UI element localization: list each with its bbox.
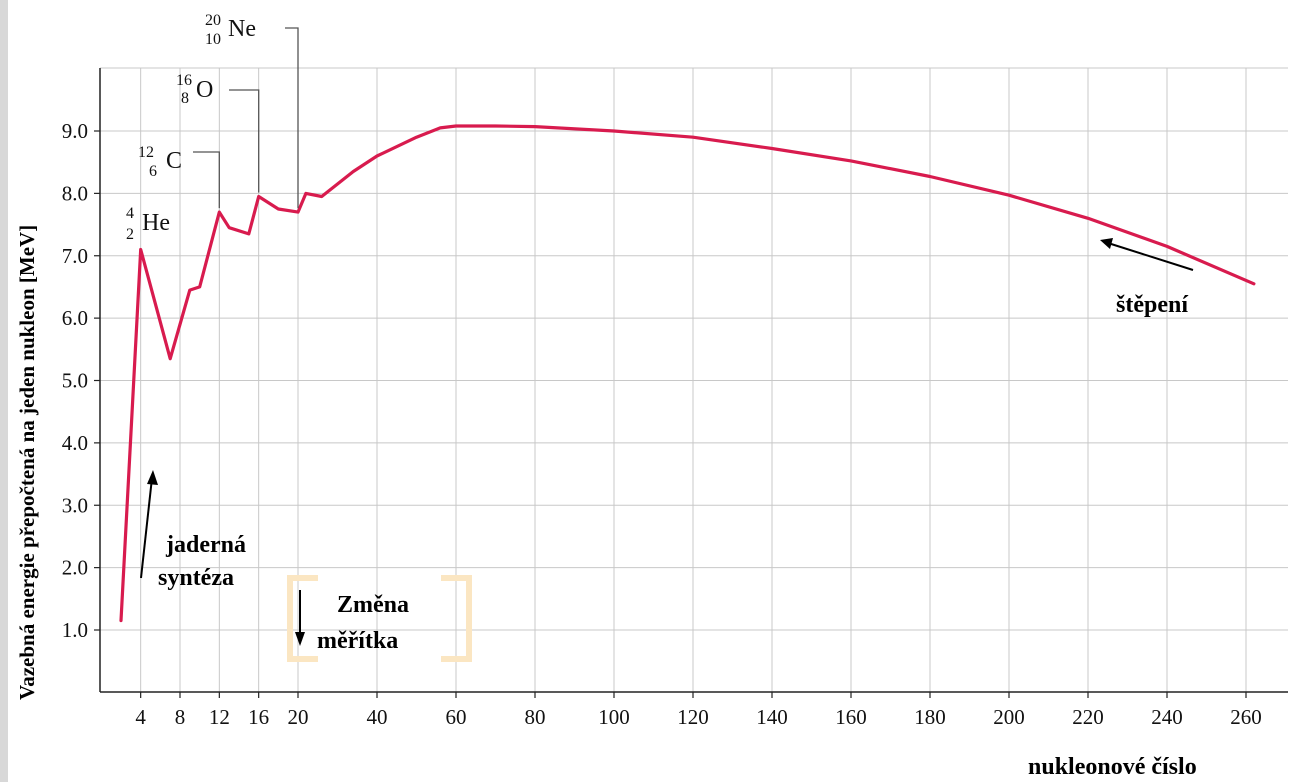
scale-label-line1: Změna <box>337 592 409 618</box>
fission-arrow-head <box>1100 238 1113 249</box>
y-tick-label: 4.0 <box>62 431 88 455</box>
he-symbol: He <box>142 210 170 236</box>
fusion-arrow-shaft <box>140 477 153 579</box>
x-tick-label: 12 <box>209 705 230 729</box>
x-tick-label: 80 <box>525 705 546 729</box>
x-tick-label: 180 <box>914 705 946 729</box>
y-tick-label: 9.0 <box>62 119 88 143</box>
ne-symbol: Ne <box>228 16 256 42</box>
y-tick-label: 2.0 <box>62 556 88 580</box>
y-tick-label: 1.0 <box>62 618 88 642</box>
series <box>119 124 1256 623</box>
x-tick-label: 4 <box>135 705 146 729</box>
isotope-leader-lines <box>193 27 299 209</box>
ne-atomic-number: 10 <box>205 31 221 48</box>
x-axis-title: nukleonové číslo <box>1028 754 1197 780</box>
x-tick-label: 240 <box>1151 705 1183 729</box>
binding-energy-line <box>119 124 1256 623</box>
y-tick-label: 7.0 <box>62 244 88 268</box>
he-mass-number: 4 <box>126 205 134 222</box>
c-mass-number: 12 <box>138 144 154 161</box>
isotope-label-ne: 20 10 Ne <box>205 12 256 48</box>
scale-bracket-left <box>287 575 318 662</box>
fusion-annotation: jaderná syntéza <box>140 470 246 591</box>
fusion-label-line1: jaderná <box>165 532 246 558</box>
x-tick-label: 160 <box>835 705 867 729</box>
ne-mass-number: 20 <box>205 12 221 29</box>
ne-leader <box>285 27 299 209</box>
left-border-strip <box>0 0 8 782</box>
y-axis-title: Vazebná energie přepočtená na jeden nukl… <box>15 225 39 700</box>
c-symbol: C <box>166 148 182 174</box>
y-tick-label: 8.0 <box>62 181 88 205</box>
isotope-label-he: 4 2 He <box>126 205 170 243</box>
c-leader <box>193 151 220 209</box>
x-tick-label: 60 <box>446 705 467 729</box>
o-leader <box>229 89 260 193</box>
x-tick-label: 140 <box>756 705 788 729</box>
o-mass-number: 16 <box>176 72 192 89</box>
fission-arrow-shaft <box>1107 242 1194 271</box>
fusion-label-line2: syntéza <box>158 565 234 591</box>
x-tick-label: 100 <box>598 705 630 729</box>
x-tick-label: 220 <box>1072 705 1104 729</box>
x-tick-label: 20 <box>288 705 309 729</box>
x-tick-label: 40 <box>367 705 388 729</box>
grid-lines <box>100 67 1288 692</box>
scale-bracket-right <box>441 575 472 662</box>
isotope-label-c: 12 6 C <box>138 144 182 180</box>
y-tick-label: 3.0 <box>62 493 88 517</box>
x-axis-ticks: 4 8 12 16 20 40 60 80 100 120 140 160 180 200 220 240 26… <box>135 692 1262 729</box>
x-tick-label: 260 <box>1230 705 1262 729</box>
scale-change-annotation: Změna měřítka <box>287 575 472 662</box>
scale-arrow-head <box>295 632 305 646</box>
o-symbol: O <box>196 77 213 103</box>
o-atomic-number: 8 <box>181 90 189 107</box>
fission-label: štěpení <box>1116 292 1188 318</box>
x-tick-label: 16 <box>248 705 269 729</box>
y-axis-ticks: 1.0 2.0 3.0 4.0 5.0 6.0 7.0 8.0 9.0 <box>62 119 100 642</box>
c-atomic-number: 6 <box>149 163 157 180</box>
y-tick-label: 6.0 <box>62 306 88 330</box>
isotope-label-o: 16 8 O <box>176 72 213 107</box>
y-tick-label: 5.0 <box>62 369 88 393</box>
fusion-arrow-head <box>147 470 158 485</box>
x-tick-label: 120 <box>677 705 709 729</box>
x-tick-label: 200 <box>993 705 1025 729</box>
scale-label-line2: měřítka <box>317 628 398 654</box>
x-tick-label: 8 <box>175 705 186 729</box>
fission-annotation: štěpení <box>1100 238 1194 318</box>
he-atomic-number: 2 <box>126 226 134 243</box>
